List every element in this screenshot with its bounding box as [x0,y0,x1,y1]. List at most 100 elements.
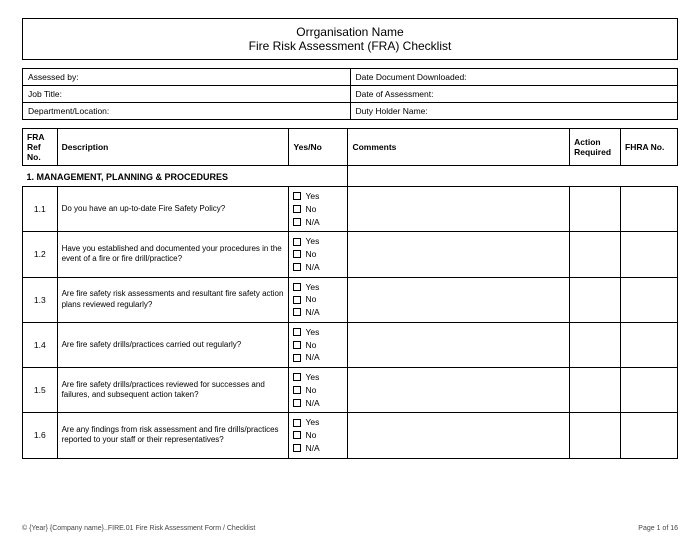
checkbox-na-icon[interactable] [293,354,301,362]
meta-cell[interactable]: Department/Location: [23,103,351,120]
q-action[interactable] [570,232,621,277]
q-fhra[interactable] [621,232,678,277]
opt-no: No [305,339,316,352]
meta-cell[interactable]: Date Document Downloaded: [350,69,678,86]
q-fhra[interactable] [621,322,678,367]
q-comments[interactable] [348,322,570,367]
q-action[interactable] [570,413,621,458]
question-row: 1.3Are fire safety risk assessments and … [23,277,678,322]
section-row: 1. MANAGEMENT, PLANNING & PROCEDURES [23,166,678,187]
col-yn-header: Yes/No [289,129,348,166]
col-comm-header: Comments [348,129,570,166]
q-comments[interactable] [348,413,570,458]
checklist-table: FRA Ref No. Description Yes/No Comments … [22,128,678,187]
opt-yes: Yes [305,416,319,429]
meta-cell[interactable]: Date of Assessment: [350,86,678,103]
opt-yes: Yes [305,371,319,384]
page-footer: © {Year} {Company name}..FIRE.01 Fire Ri… [22,525,678,532]
opt-yes: Yes [305,281,319,294]
opt-na: N/A [305,351,319,364]
q-ref: 1.3 [23,277,58,322]
q-yn[interactable]: YesNoN/A [289,232,348,277]
opt-na: N/A [305,442,319,455]
opt-yes: Yes [305,190,319,203]
q-action[interactable] [570,322,621,367]
checkbox-no-icon[interactable] [293,205,301,213]
opt-na: N/A [305,261,319,274]
q-ref: 1.5 [23,368,58,413]
opt-no: No [305,293,316,306]
question-row: 1.6Are any findings from risk assessment… [23,413,678,458]
q-comments[interactable] [348,232,570,277]
q-comments[interactable] [348,187,570,232]
q-action[interactable] [570,187,621,232]
section-title: 1. MANAGEMENT, PLANNING & PROCEDURES [23,166,289,187]
checkbox-no-icon[interactable] [293,296,301,304]
q-action[interactable] [570,368,621,413]
meta-cell[interactable]: Assessed by: [23,69,351,86]
footer-left: © {Year} {Company name}..FIRE.01 Fire Ri… [22,525,255,532]
checkbox-no-icon[interactable] [293,386,301,394]
opt-yes: Yes [305,326,319,339]
meta-row: Job Title: Date of Assessment: [23,86,678,103]
q-fhra[interactable] [621,187,678,232]
q-yn[interactable]: YesNoN/A [289,277,348,322]
col-desc-header: Description [57,129,289,166]
meta-cell[interactable]: Job Title: [23,86,351,103]
opt-no: No [305,203,316,216]
opt-yes: Yes [305,235,319,248]
meta-row: Department/Location: Duty Holder Name: [23,103,678,120]
checkbox-na-icon[interactable] [293,399,301,407]
q-yn[interactable]: YesNoN/A [289,368,348,413]
q-action[interactable] [570,277,621,322]
q-fhra[interactable] [621,368,678,413]
col-fhra-header: FHRA No. [621,129,678,166]
q-fhra[interactable] [621,413,678,458]
q-ref: 1.4 [23,322,58,367]
checkbox-yes-icon[interactable] [293,283,301,291]
opt-na: N/A [305,216,319,229]
checkbox-yes-icon[interactable] [293,419,301,427]
questions-body: 1.1Do you have an up-to-date Fire Safety… [22,186,678,459]
checkbox-na-icon[interactable] [293,263,301,271]
opt-no: No [305,248,316,261]
checkbox-no-icon[interactable] [293,431,301,439]
q-text: Do you have an up-to-date Fire Safety Po… [57,187,289,232]
q-text: Are any findings from risk assessment an… [57,413,289,458]
question-row: 1.4Are fire safety drills/practices carr… [23,322,678,367]
opt-na: N/A [305,397,319,410]
checkbox-no-icon[interactable] [293,250,301,258]
checkbox-na-icon[interactable] [293,218,301,226]
checkbox-yes-icon[interactable] [293,328,301,336]
q-ref: 1.2 [23,232,58,277]
checkbox-yes-icon[interactable] [293,192,301,200]
q-yn[interactable]: YesNoN/A [289,322,348,367]
meta-cell[interactable]: Duty Holder Name: [350,103,678,120]
opt-na: N/A [305,306,319,319]
opt-no: No [305,429,316,442]
checkbox-na-icon[interactable] [293,308,301,316]
q-comments[interactable] [348,277,570,322]
question-row: 1.5Are fire safety drills/practices revi… [23,368,678,413]
col-ref-header: FRA Ref No. [23,129,58,166]
question-row: 1.2Have you established and documented y… [23,232,678,277]
checkbox-yes-icon[interactable] [293,238,301,246]
doc-title: Fire Risk Assessment (FRA) Checklist [23,39,677,53]
meta-row: Assessed by: Date Document Downloaded: [23,69,678,86]
title-box: Orrganisation Name Fire Risk Assessment … [22,18,678,60]
q-yn[interactable]: YesNoN/A [289,187,348,232]
q-comments[interactable] [348,368,570,413]
q-text: Are fire safety drills/practices carried… [57,322,289,367]
q-yn[interactable]: YesNoN/A [289,413,348,458]
question-row: 1.1Do you have an up-to-date Fire Safety… [23,187,678,232]
q-text: Are fire safety drills/practices reviewe… [57,368,289,413]
checkbox-no-icon[interactable] [293,341,301,349]
q-text: Are fire safety risk assessments and res… [57,277,289,322]
footer-right: Page 1 of 16 [638,525,678,532]
checkbox-na-icon[interactable] [293,444,301,452]
q-fhra[interactable] [621,277,678,322]
org-name: Orrganisation Name [23,25,677,39]
col-act-header: Action Required [570,129,621,166]
checkbox-yes-icon[interactable] [293,373,301,381]
opt-no: No [305,384,316,397]
